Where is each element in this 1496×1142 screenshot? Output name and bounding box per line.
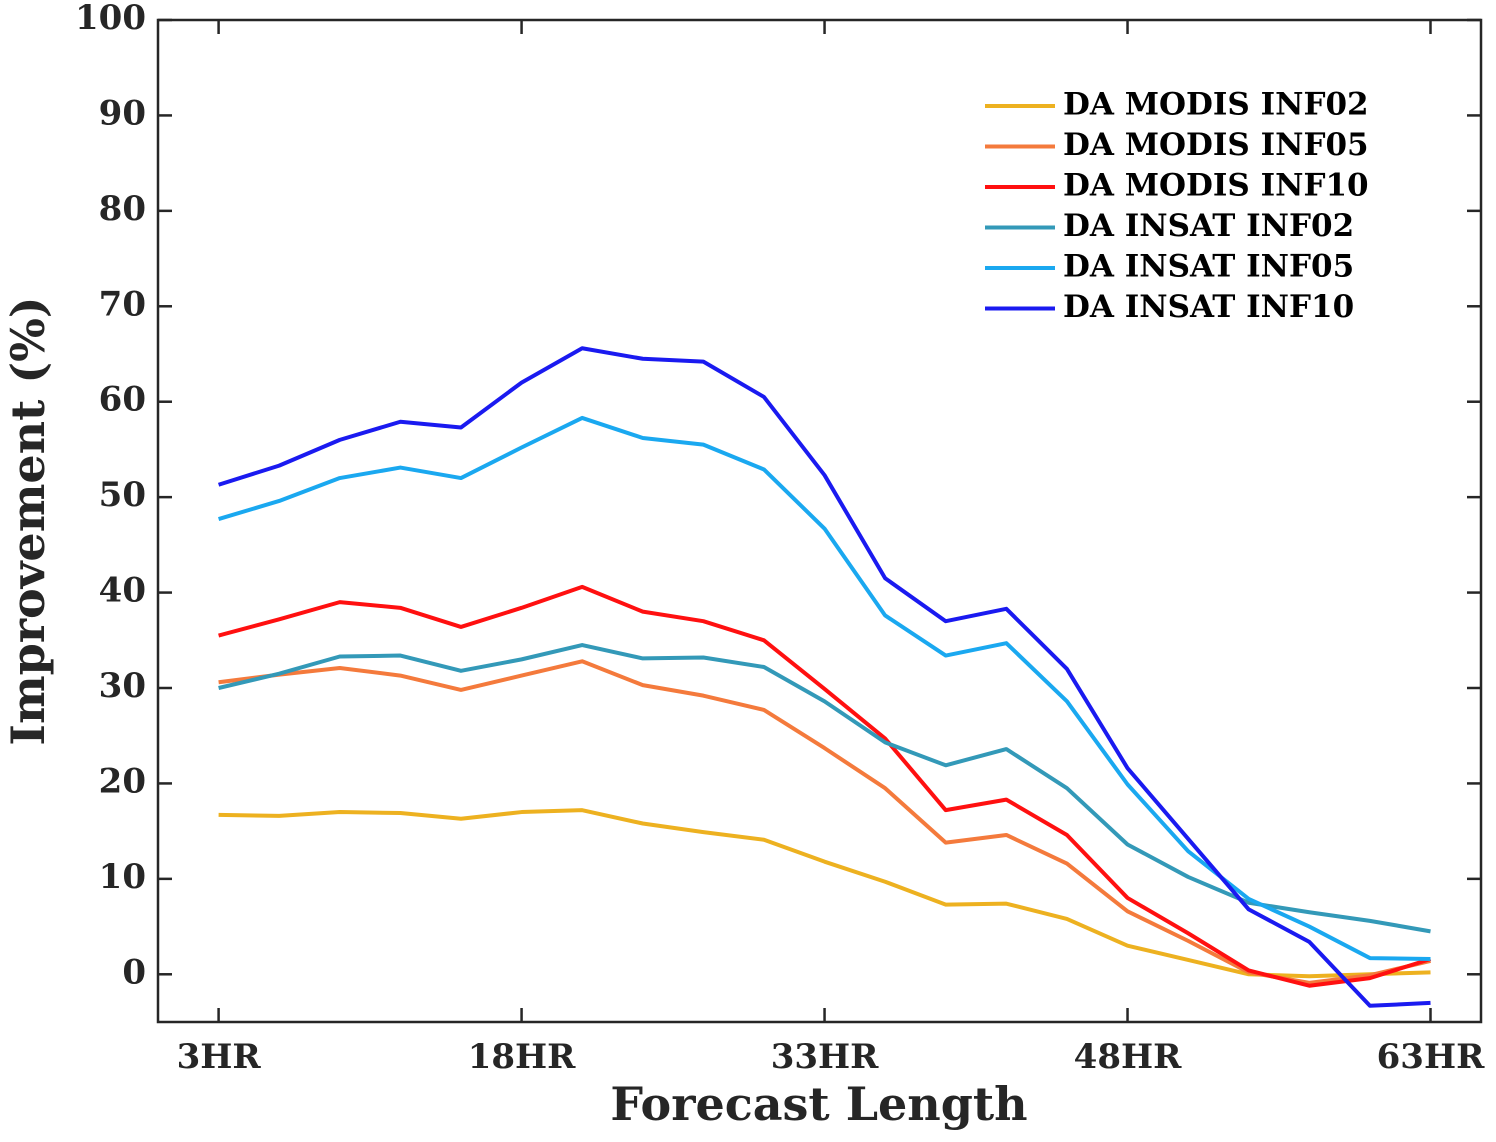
x-tick-label: 63HR: [1377, 1037, 1485, 1077]
y-tick-label: 80: [99, 189, 146, 229]
y-tick-label: 60: [99, 380, 146, 420]
legend-label: DA INSAT INF10: [1063, 289, 1354, 325]
legend-label: DA INSAT INF02: [1063, 208, 1354, 244]
data-line: [218, 659, 1431, 985]
data-line: [218, 643, 1431, 934]
plot-frame: [156, 18, 1483, 1024]
y-tick-label: 70: [99, 284, 146, 324]
y-tick-label: 0: [122, 952, 146, 992]
y-tick-label: 100: [75, 0, 146, 38]
x-axis-label: Forecast Length: [610, 1077, 1027, 1131]
data-line: [218, 584, 1432, 988]
legend-label: DA INSAT INF05: [1063, 249, 1354, 285]
legend-label: DA MODIS INF10: [1063, 168, 1369, 204]
y-axis-label: Improvement (%): [1, 296, 55, 745]
x-tick-label: 48HR: [1074, 1037, 1182, 1077]
y-tick-label: 50: [99, 475, 146, 515]
x-tick-label: 3HR: [177, 1037, 262, 1077]
x-tick-label: 33HR: [771, 1037, 879, 1077]
data-line: [217, 346, 1431, 1008]
y-tick-label: 40: [99, 571, 146, 611]
legend-label: DA MODIS INF05: [1063, 127, 1369, 163]
y-tick-label: 10: [99, 857, 146, 897]
x-tick-label: 18HR: [468, 1037, 576, 1077]
y-tick-label: 20: [99, 761, 146, 801]
y-tick-label: 90: [99, 93, 146, 133]
y-tick-label: 30: [99, 666, 146, 706]
legend-label: DA MODIS INF02: [1063, 87, 1369, 123]
data-line: [218, 808, 1431, 979]
